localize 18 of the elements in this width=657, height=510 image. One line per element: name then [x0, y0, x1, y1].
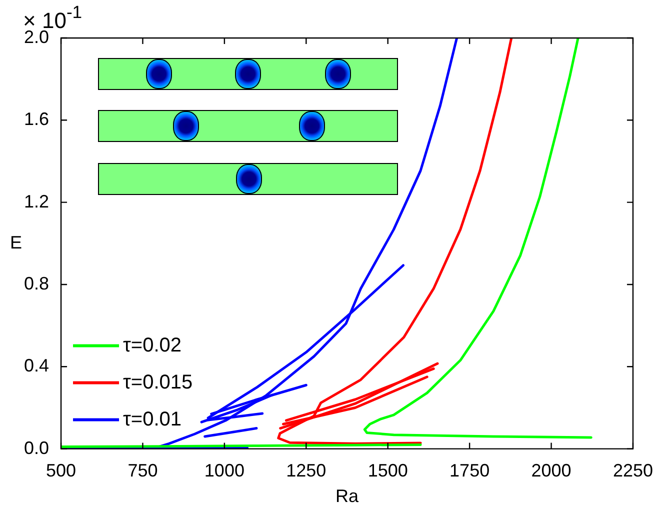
x-axis-title: Ra: [335, 486, 360, 506]
x-tick-label: 1250: [286, 460, 326, 481]
x-tick-label: 1750: [450, 460, 490, 481]
y-tick-label: 1.2: [24, 191, 50, 212]
x-tick-label: 1000: [204, 460, 244, 481]
y-tick-label: 0.4: [24, 356, 50, 376]
y-tick-label: 1.6: [24, 109, 50, 130]
legend-label: τ=0.01: [123, 408, 182, 430]
y-tick-label: 0.8: [24, 273, 50, 294]
x-tick-label: 1500: [368, 460, 408, 481]
legend-label: τ=0.02: [123, 334, 182, 356]
x-tick-label: 500: [46, 460, 76, 481]
x-tick-label: 2250: [612, 460, 653, 481]
legend-label: τ=0.015: [123, 371, 193, 394]
y-tick-label: 0.0: [24, 438, 50, 458]
x-tick-label: 750: [128, 460, 158, 481]
x-tick-label: 2000: [531, 460, 572, 481]
y-axis-title: E: [10, 232, 22, 252]
